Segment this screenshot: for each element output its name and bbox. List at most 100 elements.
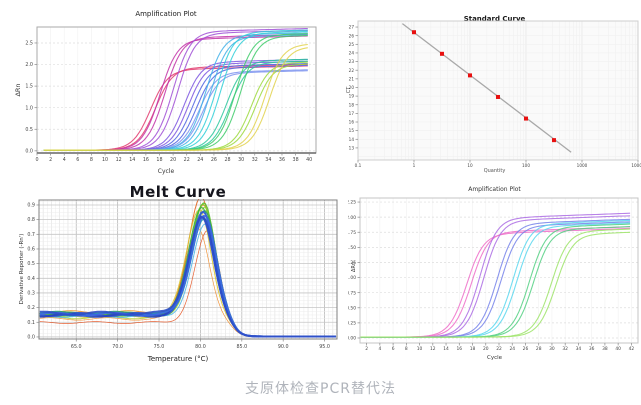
chart-title: Amplification Plot bbox=[468, 186, 521, 193]
svg-text:28: 28 bbox=[536, 346, 542, 352]
x-axis-label: Cycle bbox=[157, 168, 175, 175]
svg-text:12: 12 bbox=[116, 157, 122, 163]
svg-text:0.8: 0.8 bbox=[27, 217, 35, 223]
svg-text:22: 22 bbox=[496, 346, 502, 352]
svg-text:2.00: 2.00 bbox=[348, 215, 356, 221]
svg-text:30: 30 bbox=[238, 157, 244, 163]
svg-text:10000: 10000 bbox=[631, 163, 641, 168]
svg-text:0.5: 0.5 bbox=[25, 127, 33, 133]
svg-text:2: 2 bbox=[365, 346, 368, 352]
svg-text:70.0: 70.0 bbox=[112, 344, 123, 350]
svg-text:0.5: 0.5 bbox=[27, 261, 35, 267]
svg-text:90.0: 90.0 bbox=[278, 344, 289, 350]
svg-text:6: 6 bbox=[392, 346, 395, 352]
svg-text:20: 20 bbox=[170, 157, 176, 163]
amplification-chart-2-canvas: 246810121416182022242628303234363840420.… bbox=[348, 197, 639, 352]
svg-text:95.0: 95.0 bbox=[319, 344, 330, 350]
caption: 支原体检查PCR替代法 bbox=[245, 381, 396, 397]
chart-title: Standard Curve bbox=[463, 15, 526, 23]
svg-text:0.2: 0.2 bbox=[27, 305, 35, 311]
svg-text:0.0: 0.0 bbox=[27, 335, 35, 341]
svg-text:2.0: 2.0 bbox=[25, 62, 33, 68]
svg-text:40: 40 bbox=[306, 157, 312, 163]
svg-text:80.0: 80.0 bbox=[195, 344, 206, 350]
svg-text:14: 14 bbox=[129, 157, 135, 163]
svg-text:15: 15 bbox=[349, 128, 355, 133]
svg-text:26: 26 bbox=[523, 346, 529, 352]
svg-text:0.1: 0.1 bbox=[27, 320, 35, 326]
standard-curve-canvas: 0.1 1 10 100 1000 10000 13 14 15 16 17 18 19 20 21 22 23… bbox=[349, 20, 641, 168]
melt-curve-panel: Melt Curve Derivative Reporter (-Rn') 65… bbox=[8, 183, 348, 365]
svg-text:14: 14 bbox=[443, 346, 449, 352]
svg-text:42: 42 bbox=[629, 346, 635, 352]
x-axis-label: Quantity bbox=[483, 168, 506, 174]
svg-text:24: 24 bbox=[509, 346, 515, 352]
svg-text:1000: 1000 bbox=[577, 163, 588, 168]
svg-text:0.25: 0.25 bbox=[348, 320, 356, 326]
svg-text:0.6: 0.6 bbox=[27, 247, 35, 253]
svg-text:19: 19 bbox=[349, 94, 355, 99]
svg-text:0.75: 0.75 bbox=[348, 290, 356, 296]
x-axis-label: Cycle bbox=[486, 355, 503, 361]
svg-text:0.9: 0.9 bbox=[27, 203, 35, 209]
svg-text:0.4: 0.4 bbox=[27, 276, 35, 282]
svg-text:16: 16 bbox=[456, 346, 462, 352]
svg-text:0.7: 0.7 bbox=[27, 232, 35, 238]
svg-text:24: 24 bbox=[197, 157, 203, 163]
chart-title: Amplification Plot bbox=[135, 10, 197, 18]
svg-text:38: 38 bbox=[602, 346, 608, 352]
svg-text:18: 18 bbox=[349, 102, 355, 107]
svg-text:1.50: 1.50 bbox=[348, 245, 356, 251]
svg-text:1.00: 1.00 bbox=[348, 275, 356, 281]
svg-text:100: 100 bbox=[522, 163, 530, 168]
standard-curve-panel: Standard Curve CT 0.11101001000100001314… bbox=[346, 8, 641, 182]
svg-text:2.25: 2.25 bbox=[348, 200, 356, 206]
svg-text:18: 18 bbox=[470, 346, 476, 352]
svg-text:36: 36 bbox=[279, 157, 285, 163]
svg-text:14: 14 bbox=[349, 137, 355, 142]
svg-text:26: 26 bbox=[349, 33, 355, 38]
svg-text:21: 21 bbox=[349, 76, 355, 81]
svg-text:1.5: 1.5 bbox=[25, 84, 33, 90]
amplification-plot-1-panel: Amplification Plot ΔRn 0 2 4 6 8 10 12 14 16 18 20… bbox=[8, 4, 324, 182]
svg-text:23: 23 bbox=[349, 59, 355, 64]
svg-text:32: 32 bbox=[252, 157, 258, 163]
svg-text:2.5: 2.5 bbox=[25, 41, 33, 47]
svg-text:16: 16 bbox=[143, 157, 149, 163]
svg-text:2: 2 bbox=[49, 157, 52, 163]
svg-text:27: 27 bbox=[349, 25, 355, 30]
svg-text:75.0: 75.0 bbox=[154, 344, 165, 350]
svg-text:4: 4 bbox=[378, 346, 381, 352]
svg-text:34: 34 bbox=[265, 157, 271, 163]
svg-text:1: 1 bbox=[413, 163, 416, 168]
svg-text:22: 22 bbox=[349, 68, 355, 73]
svg-text:20: 20 bbox=[349, 85, 355, 90]
svg-text:0.1: 0.1 bbox=[355, 163, 362, 168]
svg-text:0.00: 0.00 bbox=[348, 336, 356, 342]
svg-text:65.0: 65.0 bbox=[71, 344, 82, 350]
svg-text:13: 13 bbox=[349, 146, 355, 151]
svg-text:38: 38 bbox=[293, 157, 299, 163]
svg-text:10: 10 bbox=[102, 157, 108, 163]
svg-text:32: 32 bbox=[562, 346, 568, 352]
svg-text:1.75: 1.75 bbox=[348, 230, 356, 236]
svg-text:6: 6 bbox=[76, 157, 79, 163]
svg-text:0.0: 0.0 bbox=[25, 148, 33, 154]
melt-curve-canvas: 65.0 70.0 75.0 80.0 85.0 90.0 95.0 0.0 0.1 0.2 0.3… bbox=[27, 199, 338, 350]
svg-text:22: 22 bbox=[184, 157, 190, 163]
svg-text:1.0: 1.0 bbox=[25, 105, 33, 111]
svg-text:20: 20 bbox=[483, 346, 489, 352]
x-axis-label: Temperature (°C) bbox=[147, 355, 209, 363]
svg-text:30: 30 bbox=[549, 346, 555, 352]
svg-text:8: 8 bbox=[405, 346, 408, 352]
svg-text:36: 36 bbox=[589, 346, 595, 352]
svg-text:8: 8 bbox=[90, 157, 93, 163]
svg-text:1.25: 1.25 bbox=[348, 260, 356, 266]
svg-text:28: 28 bbox=[224, 157, 230, 163]
chart-title: Melt Curve bbox=[129, 183, 227, 201]
svg-text:25: 25 bbox=[349, 42, 355, 47]
svg-text:40: 40 bbox=[615, 346, 621, 352]
svg-text:34: 34 bbox=[576, 346, 582, 352]
svg-text:16: 16 bbox=[349, 120, 355, 125]
svg-text:12: 12 bbox=[430, 346, 436, 352]
